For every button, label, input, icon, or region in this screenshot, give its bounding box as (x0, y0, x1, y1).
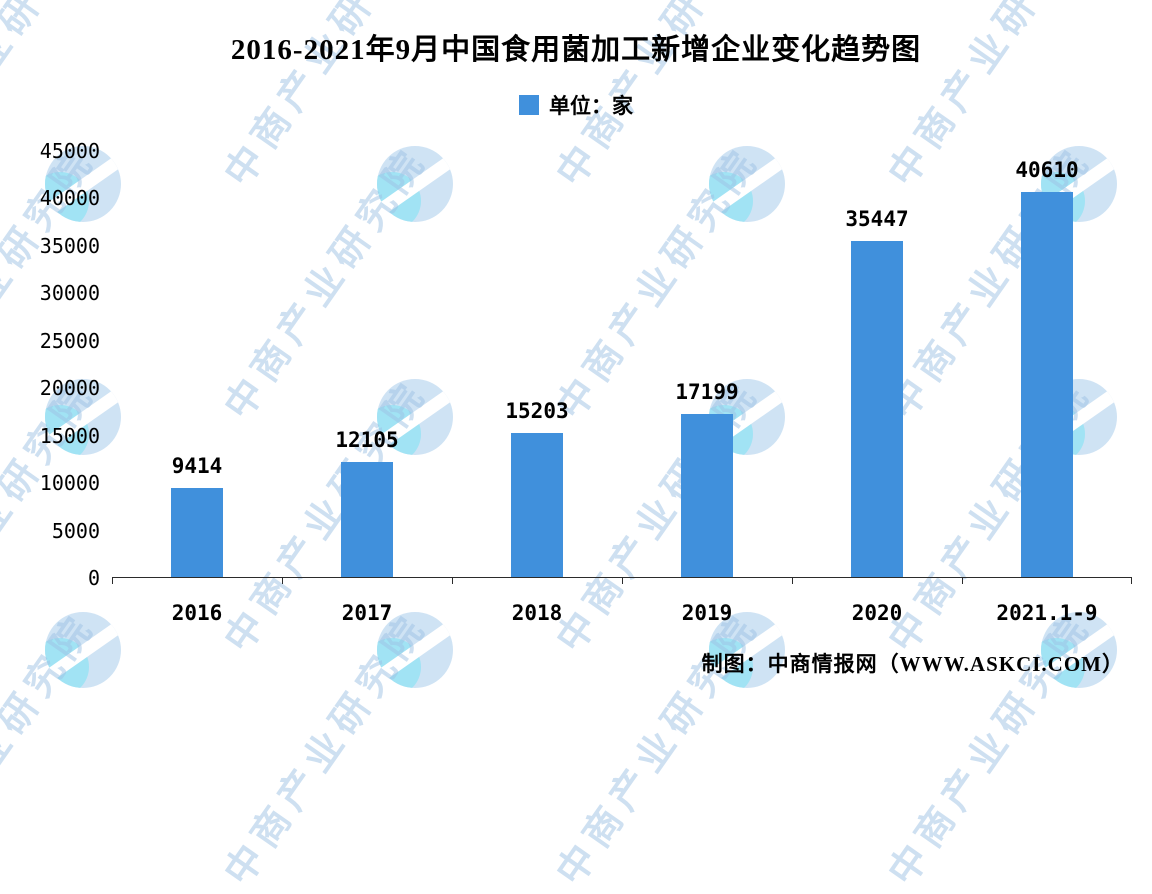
bar (171, 488, 223, 577)
x-axis-tick (452, 578, 453, 584)
bar-value-label: 40610 (1015, 158, 1079, 182)
plot-area: 9414 12105 15203 17199 35447 40610 (112, 151, 1132, 584)
bar-value-label: 17199 (675, 380, 739, 404)
legend: 单位：家 (0, 90, 1152, 120)
x-axis: 2016 2017 2018 2019 2020 2021.1-9 (112, 600, 1132, 630)
bar (851, 241, 903, 577)
y-tick-label: 45000 (39, 139, 100, 163)
x-tick-label: 2020 (851, 601, 903, 625)
x-axis-tick (622, 578, 623, 584)
attribution: 制图：中商情报网（WWW.ASKCI.COM） (701, 652, 1124, 676)
bar-value-label: 12105 (335, 428, 399, 452)
chart-page: 2016-2021年9月中国食用菌加工新增企业变化趋势图 单位：家 0 5000 1… (0, 34, 1152, 676)
bar (681, 414, 733, 577)
x-axis-tick (112, 578, 113, 584)
y-tick-label: 40000 (39, 186, 100, 211)
y-tick-label: 25000 (39, 328, 100, 353)
bar (341, 462, 393, 577)
x-axis-tick (1131, 578, 1132, 584)
bar (511, 433, 563, 577)
x-tick-label: 2019 (681, 601, 733, 625)
legend-swatch (519, 95, 539, 115)
bar-value-label: 15203 (505, 399, 569, 423)
legend-label: 单位：家 (549, 94, 633, 118)
y-tick-label: 0 (87, 566, 100, 590)
y-tick-label: 35000 (39, 233, 100, 258)
y-axis: 0 5000 10000 15000 20000 25000 30000 35000 40000… (0, 139, 100, 640)
y-tick-label: 15000 (39, 423, 100, 448)
bar-chart: 0 5000 10000 15000 20000 25000 30000 35000 40000… (0, 139, 1152, 640)
bar-value-label: 35447 (845, 207, 909, 231)
chart-title: 2016-2021年9月中国食用菌加工新增企业变化趋势图 (230, 34, 922, 66)
bar-value-label: 9414 (171, 454, 223, 478)
x-tick-label: 2016 (171, 601, 223, 625)
y-tick-label: 10000 (39, 471, 100, 496)
x-axis-tick (962, 578, 963, 584)
x-tick-label: 2017 (341, 601, 393, 625)
x-axis-tick (792, 578, 793, 584)
y-tick-label: 5000 (51, 518, 100, 543)
bar (1021, 192, 1073, 577)
x-tick-label: 2018 (511, 601, 563, 625)
y-tick-label: 30000 (39, 281, 100, 306)
x-axis-tick (282, 578, 283, 584)
y-tick-label: 20000 (39, 376, 100, 401)
x-tick-label: 2021.1-9 (996, 601, 1098, 625)
